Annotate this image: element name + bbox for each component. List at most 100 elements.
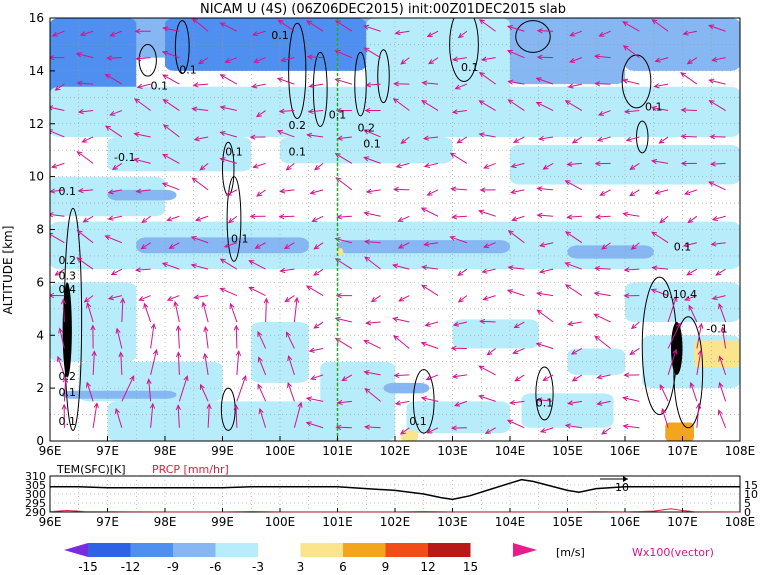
wind-vector bbox=[686, 268, 698, 276]
wind-vector bbox=[286, 331, 295, 349]
wind-vector bbox=[596, 374, 611, 380]
wind-vector bbox=[141, 215, 151, 224]
contour-label: 0.1 bbox=[59, 415, 77, 428]
temperature-line bbox=[50, 478, 740, 501]
wind-vector bbox=[629, 162, 640, 170]
wind-vector bbox=[85, 381, 94, 402]
contour-core bbox=[671, 322, 683, 375]
wind-vector bbox=[661, 407, 669, 428]
wind-vector bbox=[651, 265, 669, 271]
ts-x-tick-label: 100E bbox=[265, 515, 296, 529]
wind-vector bbox=[306, 20, 324, 32]
wind-vector bbox=[686, 57, 698, 65]
wind-vector bbox=[650, 105, 669, 112]
contour-label: 0.1 bbox=[536, 397, 554, 410]
wind-vector bbox=[115, 327, 123, 349]
wind-vector bbox=[536, 291, 554, 297]
wind-vector bbox=[567, 400, 582, 406]
wind-vector bbox=[507, 99, 525, 111]
wind-vector bbox=[51, 162, 65, 169]
y-tick-label: 6 bbox=[36, 275, 44, 289]
wind-vector bbox=[107, 295, 122, 301]
wind-vector bbox=[162, 124, 180, 138]
wind-vector bbox=[478, 100, 496, 111]
wind-vector bbox=[420, 207, 439, 217]
wind-vector bbox=[623, 293, 640, 299]
wind-vector bbox=[173, 300, 180, 323]
wind-vector bbox=[667, 295, 678, 323]
wind-vector bbox=[61, 403, 67, 428]
colorbar-end-left bbox=[64, 543, 88, 557]
wind-vector bbox=[423, 162, 439, 168]
wind-vector bbox=[161, 182, 180, 191]
wind-vector bbox=[539, 427, 554, 433]
wind-vector bbox=[571, 136, 583, 144]
contour-label: 0.1 bbox=[289, 145, 307, 158]
wind-vector bbox=[667, 348, 678, 376]
colorbar-tick-label: -3 bbox=[252, 560, 264, 574]
y-axis-label: ALTITUDE [km] bbox=[1, 226, 15, 315]
wind-vector bbox=[478, 132, 496, 138]
wind-vector bbox=[50, 292, 65, 299]
wind-vector bbox=[307, 108, 324, 115]
wind-vector bbox=[506, 289, 525, 297]
wind-vector bbox=[399, 427, 410, 435]
colorbar-tick-label: -6 bbox=[210, 560, 222, 574]
wind-vector bbox=[564, 423, 582, 429]
contour-labels: 0.1 0.1 0.1 0.1 0.2 0.2 0.1 0.1 0.1 -0.1 0.1 0.1 0.1… bbox=[59, 29, 728, 428]
wind-vector bbox=[135, 55, 151, 62]
wind-vector bbox=[394, 400, 410, 406]
wind-vector bbox=[162, 74, 180, 85]
wind-vector bbox=[594, 265, 611, 272]
wind-vector bbox=[252, 30, 266, 37]
arrow-head-icon bbox=[623, 476, 628, 482]
wind-vector bbox=[538, 135, 554, 142]
wind-vector bbox=[341, 374, 353, 382]
wind-vector bbox=[233, 404, 239, 428]
wind-vector bbox=[363, 211, 381, 217]
wind-vector bbox=[253, 57, 266, 64]
wind-vector bbox=[335, 424, 352, 430]
y-tick-label: 12 bbox=[29, 117, 44, 131]
wind-vector bbox=[118, 351, 124, 375]
wind-vector bbox=[510, 162, 525, 169]
wind-vector bbox=[257, 356, 267, 376]
ts-x-tick-label: 99E bbox=[211, 515, 234, 529]
wind-vector bbox=[60, 298, 67, 323]
wind-vector bbox=[233, 324, 239, 349]
u-wind-shade-warm bbox=[337, 248, 344, 256]
wind-vector bbox=[254, 242, 266, 249]
wind-vector bbox=[229, 302, 238, 323]
wind-vector bbox=[667, 322, 681, 349]
wind-vector bbox=[566, 161, 582, 167]
colorbar-tick-label: 3 bbox=[297, 560, 305, 574]
wind-vector bbox=[623, 267, 640, 273]
wind-vector bbox=[696, 349, 703, 375]
wind-vector bbox=[334, 316, 352, 323]
wind-vector bbox=[696, 322, 704, 349]
wind-vector bbox=[76, 151, 94, 164]
wind-vector bbox=[659, 384, 669, 402]
x-tick-label: 100E bbox=[265, 444, 296, 458]
wind-vector bbox=[564, 180, 583, 191]
wind-vector bbox=[50, 55, 65, 61]
x-tick-label: 99E bbox=[211, 444, 234, 458]
wind-vector bbox=[601, 242, 611, 250]
wind-vector bbox=[206, 403, 212, 428]
wind-vector bbox=[484, 427, 496, 434]
wind-vector bbox=[535, 77, 554, 85]
wind-vector bbox=[283, 242, 295, 250]
wind-vector bbox=[629, 189, 640, 197]
wind-vector bbox=[190, 235, 209, 244]
wind-vector bbox=[654, 189, 669, 195]
wind-vector bbox=[306, 54, 324, 60]
contour-line bbox=[449, 18, 479, 82]
wind-vector bbox=[76, 229, 94, 244]
wind-vector bbox=[687, 215, 698, 224]
wind-vector bbox=[718, 355, 727, 376]
wind-vector bbox=[311, 215, 324, 222]
wind-vector bbox=[536, 28, 554, 34]
wind-vector bbox=[539, 268, 554, 274]
x-tick-label: 96E bbox=[39, 444, 62, 458]
wind-vector bbox=[336, 214, 352, 220]
